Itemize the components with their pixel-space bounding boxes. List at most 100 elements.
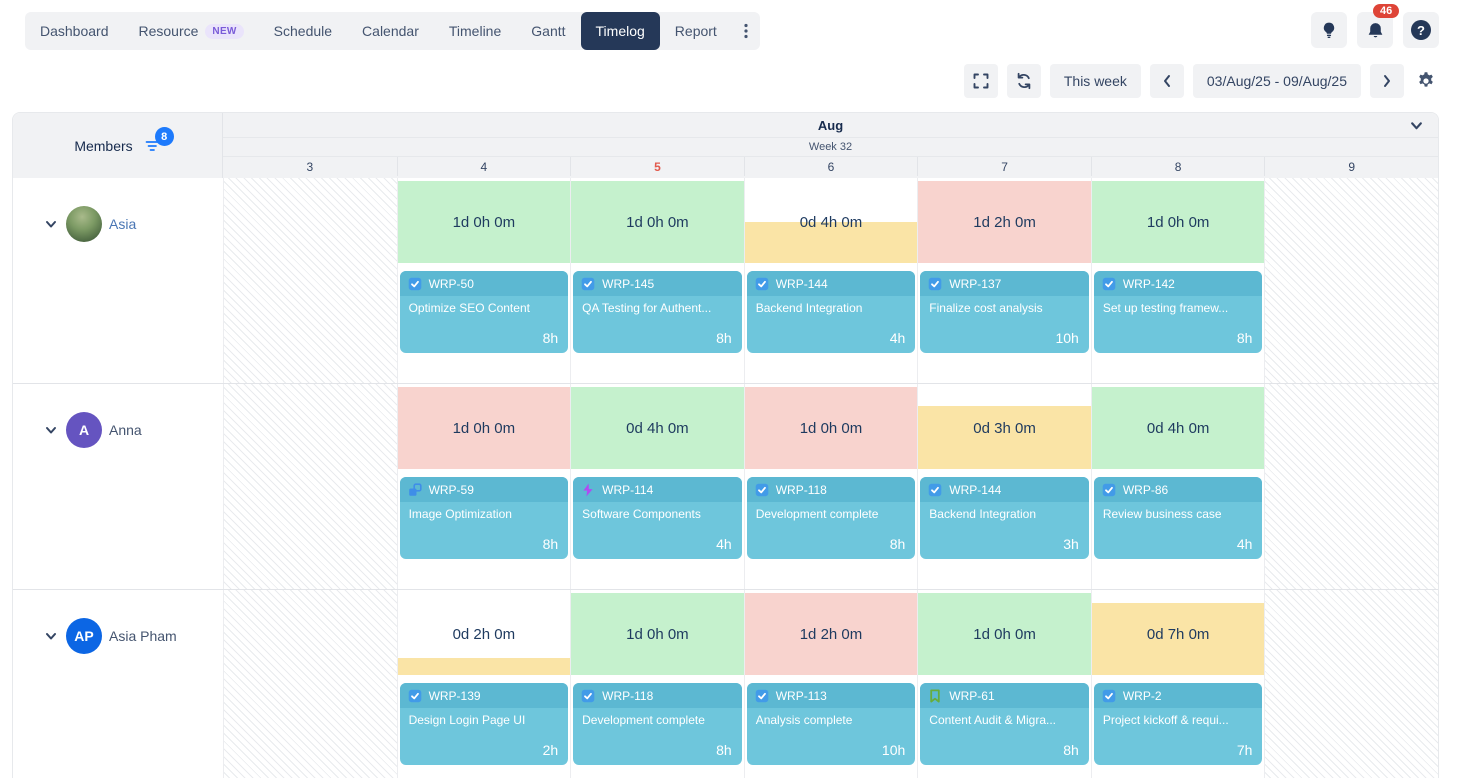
task-card[interactable]: WRP-61 Content Audit & Migra... 8h	[920, 683, 1089, 765]
day-header-9: 9	[1264, 157, 1438, 176]
task-title: Set up testing framew...	[1102, 301, 1229, 315]
member-name[interactable]: Asia Pham	[109, 628, 177, 644]
tab-schedule[interactable]: Schedule	[259, 12, 347, 50]
non-working-day-cell	[223, 590, 397, 778]
task-key: WRP-144	[949, 482, 1002, 497]
day-header-6: 6	[743, 157, 918, 176]
non-working-day-cell	[223, 384, 397, 589]
task-key: WRP-139	[428, 688, 481, 703]
total-logged-cell[interactable]: 1d 0h 0m	[918, 593, 1091, 675]
member-name[interactable]: Asia	[109, 216, 137, 232]
date-range-button[interactable]: 03/Aug/25 - 09/Aug/25	[1192, 64, 1361, 98]
week-row: Week 32	[223, 138, 1438, 157]
tab-dashboard[interactable]: Dashboard	[25, 12, 124, 50]
chevron-down-icon[interactable]	[43, 628, 59, 644]
member-cell: A Anna	[13, 384, 223, 589]
members-count-badge: 8	[154, 127, 174, 146]
tab-label: Calendar	[362, 23, 419, 39]
total-logged-cell[interactable]: 1d 0h 0m	[1091, 181, 1265, 263]
task-card[interactable]: WRP-114 Software Components 4h	[573, 477, 742, 559]
tab-calendar[interactable]: Calendar	[347, 12, 434, 50]
day-header-5: 5	[570, 157, 744, 176]
day-header-8: 8	[1090, 157, 1265, 176]
more-menu-button[interactable]	[732, 12, 760, 50]
total-logged-cell[interactable]: 1d 2h 0m	[918, 181, 1091, 263]
total-logged-cell[interactable]: 0d 2h 0m	[397, 593, 571, 675]
task-hours: 4h	[1236, 536, 1253, 552]
collapse-header-button[interactable]	[1409, 118, 1424, 133]
chevron-down-icon[interactable]	[43, 216, 59, 232]
help-button[interactable]: ?	[1403, 12, 1439, 48]
total-logged-cell[interactable]: 0d 4h 0m	[1091, 387, 1265, 469]
tab-gantt[interactable]: Gantt	[516, 12, 580, 50]
day-cell: 1d 2h 0m WRP-113 Analysis complete 10h	[743, 590, 918, 778]
lightbulb-button[interactable]	[1311, 12, 1347, 48]
task-icon	[581, 277, 595, 291]
notifications-button[interactable]: 46	[1357, 4, 1400, 48]
task-key: WRP-2	[1122, 688, 1162, 703]
refresh-button[interactable]	[1006, 64, 1041, 98]
total-logged-label: 1d 0h 0m	[799, 419, 863, 437]
total-logged-cell[interactable]: 1d 2h 0m	[744, 593, 918, 675]
task-card[interactable]: WRP-50 Optimize SEO Content 8h	[399, 271, 569, 353]
day-cell: 1d 0h 0m WRP-118 Development complete 8h	[743, 384, 918, 589]
total-logged-cell[interactable]: 0d 4h 0m	[571, 387, 744, 469]
task-card[interactable]: WRP-118 Development complete 8h	[573, 683, 742, 765]
tab-resource[interactable]: Resource NEW	[124, 12, 259, 50]
task-card[interactable]: WRP-145 QA Testing for Authent... 8h	[573, 271, 742, 353]
tab-report[interactable]: Report	[660, 12, 732, 50]
total-logged-cell[interactable]: 1d 0h 0m	[397, 387, 571, 469]
total-logged-cell[interactable]: 0d 4h 0m	[744, 181, 918, 263]
day-cell: 0d 3h 0m WRP-144 Backend Integration 3h	[917, 384, 1091, 589]
task-card[interactable]: WRP-2 Project kickoff & requi... 7h	[1093, 683, 1263, 765]
this-week-button[interactable]: This week	[1049, 64, 1141, 98]
task-card[interactable]: WRP-144 Backend Integration 3h	[920, 477, 1089, 559]
tab-label: Report	[674, 23, 717, 39]
total-logged-cell[interactable]: 0d 7h 0m	[1091, 593, 1265, 675]
subtask-icon	[408, 482, 422, 497]
task-key: WRP-61	[949, 688, 995, 703]
task-hours: 10h	[1055, 330, 1079, 346]
non-working-day-cell	[1264, 590, 1438, 778]
settings-button[interactable]	[1413, 64, 1439, 98]
task-hours: 8h	[716, 330, 732, 346]
member-name[interactable]: Anna	[109, 422, 142, 438]
fullscreen-button[interactable]	[963, 64, 998, 98]
task-icon	[928, 277, 942, 291]
task-card[interactable]: WRP-142 Set up testing framew... 8h	[1093, 271, 1263, 353]
task-key: WRP-114	[602, 482, 654, 497]
total-logged-cell[interactable]: 1d 0h 0m	[744, 387, 918, 469]
day-cell: 1d 0h 0m WRP-59 Image Optimization 8h	[396, 384, 571, 589]
members-filter[interactable]: 8	[145, 127, 174, 153]
task-card[interactable]: WRP-59 Image Optimization 8h	[399, 477, 569, 559]
day-header-4: 4	[396, 157, 571, 176]
day-cell: 0d 2h 0m WRP-139 Design Login Page UI 2h	[396, 590, 571, 778]
task-hours: 4h	[716, 536, 732, 552]
next-week-button[interactable]	[1370, 64, 1404, 98]
total-logged-cell[interactable]: 1d 0h 0m	[397, 181, 571, 263]
task-card-header: WRP-142	[1093, 271, 1263, 296]
total-logged-cell[interactable]: 0d 3h 0m	[918, 387, 1091, 469]
avatar	[66, 206, 102, 242]
task-card[interactable]: WRP-118 Development complete 8h	[746, 477, 916, 559]
topbar-icon-cluster: 46 ?	[1311, 4, 1439, 48]
total-logged-cell[interactable]: 1d 0h 0m	[571, 593, 744, 675]
total-logged-label: 1d 2h 0m	[799, 625, 863, 643]
task-card[interactable]: WRP-137 Finalize cost analysis 10h	[920, 271, 1089, 353]
task-card[interactable]: WRP-86 Review business case 4h	[1093, 477, 1263, 559]
task-icon	[1102, 277, 1116, 291]
prev-week-button[interactable]	[1149, 64, 1184, 98]
task-title: Content Audit & Migra...	[929, 713, 1057, 727]
task-icon	[1102, 689, 1116, 703]
day-cell: 0d 4h 0m WRP-114 Software Components 4h	[570, 384, 744, 589]
task-key: WRP-118	[602, 688, 654, 703]
tab-timeline[interactable]: Timeline	[434, 12, 516, 50]
task-card[interactable]: WRP-139 Design Login Page UI 2h	[399, 683, 569, 765]
task-card[interactable]: WRP-144 Backend Integration 4h	[746, 271, 916, 353]
tab-timelog[interactable]: Timelog	[580, 12, 660, 50]
total-logged-cell[interactable]: 1d 0h 0m	[571, 181, 744, 263]
chevron-down-icon[interactable]	[43, 422, 59, 438]
task-card[interactable]: WRP-113 Analysis complete 10h	[746, 683, 916, 765]
task-title: Development complete	[755, 507, 879, 521]
